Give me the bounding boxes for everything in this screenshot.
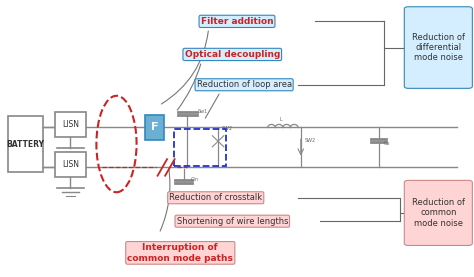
Text: Optical decoupling: Optical decoupling (184, 50, 280, 59)
Text: Shortening of wire lengths: Shortening of wire lengths (176, 217, 288, 226)
Text: Co: Co (383, 141, 390, 146)
Text: LISN: LISN (62, 120, 79, 129)
Text: SW2: SW2 (222, 126, 233, 131)
Text: Sw1: Sw1 (198, 109, 208, 114)
Text: SW2: SW2 (305, 138, 316, 143)
FancyBboxPatch shape (8, 116, 43, 171)
Text: Interruption of
common mode paths: Interruption of common mode paths (128, 243, 233, 263)
Text: Reduction of loop area: Reduction of loop area (197, 80, 292, 89)
FancyBboxPatch shape (404, 7, 473, 88)
FancyBboxPatch shape (55, 112, 86, 137)
Text: LISN: LISN (62, 160, 79, 169)
Text: L: L (280, 117, 283, 122)
FancyBboxPatch shape (145, 115, 164, 140)
Text: Reduction of
differential
mode noise: Reduction of differential mode noise (412, 33, 465, 62)
FancyBboxPatch shape (404, 180, 473, 245)
Text: F: F (151, 122, 158, 132)
FancyBboxPatch shape (55, 152, 86, 177)
Text: Reduction of crosstalk: Reduction of crosstalk (169, 193, 262, 202)
Text: Filter addition: Filter addition (201, 17, 273, 26)
Text: Reduction of
common
mode noise: Reduction of common mode noise (412, 198, 465, 228)
Text: BATTERY: BATTERY (7, 140, 45, 148)
Text: Cin: Cin (191, 177, 199, 182)
